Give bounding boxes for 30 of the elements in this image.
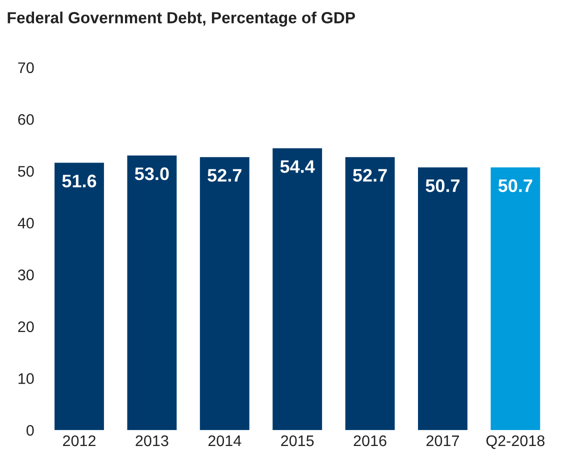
- y-tick-label: 50: [18, 166, 34, 177]
- bar: [127, 156, 177, 430]
- x-tick-label: 2015: [281, 435, 314, 446]
- data-label: 50.7: [498, 179, 532, 192]
- x-tick-label: 2013: [136, 435, 168, 446]
- x-tick-label: 2014: [208, 435, 242, 446]
- y-tick-label: 40: [18, 218, 34, 229]
- data-label: 54.4: [280, 160, 315, 173]
- bar: [272, 148, 322, 430]
- data-label: 52.7: [208, 168, 242, 182]
- y-tick-label: 70: [18, 62, 34, 74]
- y-tick-label: 20: [18, 321, 34, 332]
- y-tick-label: 0: [26, 424, 34, 436]
- chart-title: Federal Government Debt, Percentage of GDP: [8, 12, 355, 27]
- y-tick-label: 60: [18, 114, 34, 125]
- data-label: 50.7: [426, 179, 460, 192]
- x-tick-label: Q2-2018: [486, 435, 544, 449]
- data-label: 52.7: [353, 168, 387, 182]
- bar: [54, 162, 104, 430]
- bar: [490, 167, 540, 430]
- data-label: 51.6: [62, 174, 96, 188]
- bar: [345, 157, 395, 430]
- x-tick-label: 2017: [426, 435, 459, 446]
- bar: [200, 157, 250, 430]
- x-tick-label: 2012: [63, 435, 96, 446]
- y-tick-label: 10: [18, 373, 34, 384]
- y-tick-label: 30: [18, 270, 34, 280]
- data-label: 53.0: [134, 167, 169, 180]
- bar: [418, 167, 468, 430]
- x-tick-label: 2016: [354, 435, 386, 446]
